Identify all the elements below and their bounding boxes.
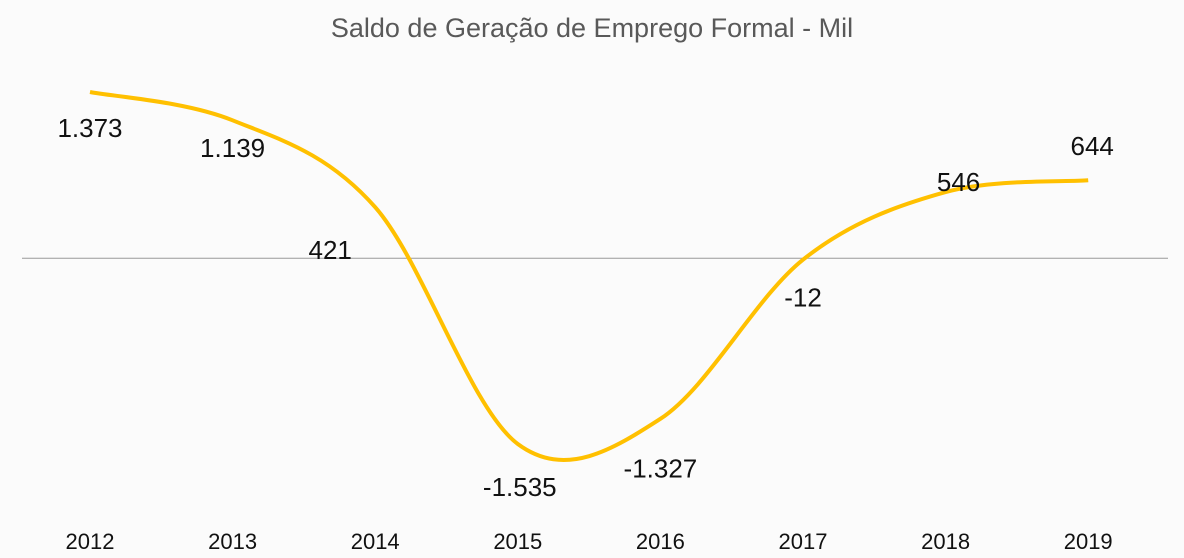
data-label: 546: [937, 167, 980, 197]
data-label: -1.535: [483, 472, 557, 502]
data-label: 644: [1071, 131, 1114, 161]
chart-title: Saldo de Geração de Emprego Formal - Mil: [331, 13, 853, 43]
x-tick-label: 2019: [1064, 529, 1113, 554]
data-label: 1.139: [200, 133, 265, 163]
data-label: 421: [309, 235, 352, 265]
data-label: 1.373: [57, 113, 122, 143]
x-tick-label: 2015: [493, 529, 542, 554]
x-tick-label: 2013: [208, 529, 257, 554]
x-tick-label: 2018: [921, 529, 970, 554]
data-label: -1.327: [624, 454, 698, 484]
x-tick-label: 2016: [636, 529, 685, 554]
data-label: -12: [784, 283, 822, 313]
page: Saldo de Geração de Emprego Formal - Mil…: [0, 0, 1184, 558]
x-tick-label: 2017: [779, 529, 828, 554]
x-tick-label: 2014: [351, 529, 400, 554]
chart: Saldo de Geração de Emprego Formal - Mil…: [0, 0, 1184, 558]
background: [0, 0, 1184, 558]
x-tick-label: 2012: [66, 529, 115, 554]
